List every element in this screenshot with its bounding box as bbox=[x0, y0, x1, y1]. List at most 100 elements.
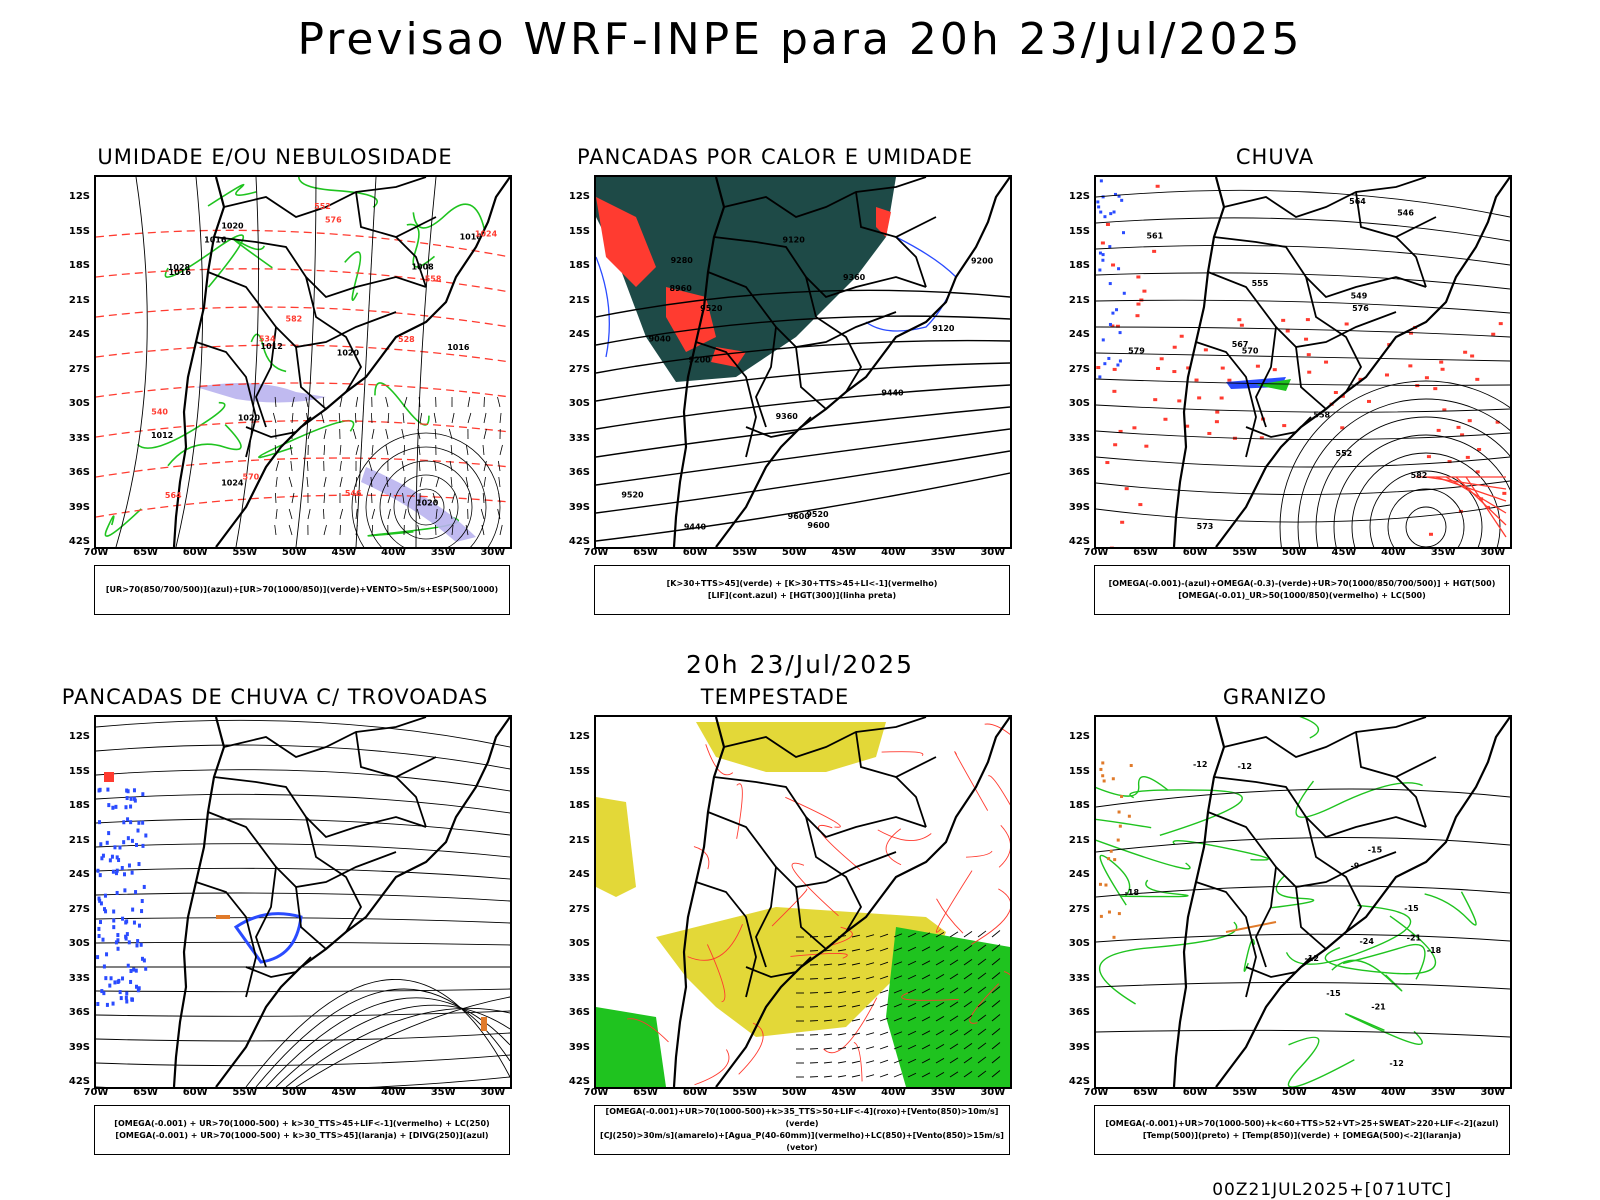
panel-pancadas_calor: PANCADAS POR CALOR E UMIDADE 12S 15S 18S 21S… bbox=[540, 145, 1012, 635]
lon-tick-label: 40W bbox=[1381, 547, 1407, 558]
map-svg bbox=[96, 717, 510, 1087]
contour-label: 561 bbox=[1146, 232, 1163, 241]
legend-line: [OMEGA(-0.01)_UR>50(1000/850)(vermelho) … bbox=[1178, 591, 1426, 600]
lon-tick-label: 45W bbox=[331, 547, 357, 558]
lon-tick-label: 35W bbox=[430, 1087, 456, 1098]
map-svg: 9600960095209520944095209360944093609280… bbox=[596, 177, 1010, 547]
lon-tick-label: 70W bbox=[83, 547, 109, 558]
lat-tick-label: 30S bbox=[1068, 398, 1090, 409]
lon-tick-label: 35W bbox=[1430, 1087, 1456, 1098]
lon-tick-label: 50W bbox=[781, 1087, 807, 1098]
lon-tick-label: 30W bbox=[1480, 547, 1506, 558]
contour-label: -18 bbox=[1125, 888, 1140, 897]
contour-label: 1024 bbox=[221, 478, 244, 487]
lat-tick-label: 36S bbox=[1068, 467, 1090, 478]
lat-tick-label: 24S bbox=[1068, 329, 1090, 340]
lon-tick-label: 70W bbox=[583, 1087, 609, 1098]
contour-label: 1016 bbox=[447, 343, 470, 352]
contour-label: 9600 bbox=[788, 512, 811, 521]
lat-tick-label: 30S bbox=[68, 398, 90, 409]
contour-label: 549 bbox=[1351, 292, 1368, 301]
contour-label: 576 bbox=[1352, 304, 1369, 313]
lon-tick-label: 55W bbox=[232, 1087, 258, 1098]
contour-label: 579 bbox=[1128, 346, 1145, 355]
contour-label: 540 bbox=[151, 408, 168, 417]
lat-tick-label: 42S bbox=[1068, 536, 1090, 547]
contour-label: 9360 bbox=[843, 273, 866, 282]
lat-tick-label: 36S bbox=[568, 467, 590, 478]
contour-label: 546 bbox=[345, 489, 362, 498]
contour-label: 534 bbox=[259, 334, 276, 343]
lat-tick-label: 39S bbox=[68, 1041, 90, 1053]
contour-label: 528 bbox=[398, 335, 415, 344]
panel-umidade: UMIDADE E/OU NEBULOSIDADE 12S 15S 18S 21S 24S… bbox=[40, 145, 512, 635]
lon-tick-label: 30W bbox=[480, 547, 506, 558]
contour-label: 582 bbox=[1411, 471, 1428, 480]
lat-tick-label: 12S bbox=[68, 731, 90, 742]
lat-tick-label: 33S bbox=[68, 432, 90, 444]
lon-tick-label: 40W bbox=[1381, 1087, 1407, 1098]
lon-tick-label: 65W bbox=[633, 1087, 659, 1098]
lat-tick-label: 12S bbox=[1068, 731, 1090, 742]
lat-tick-label: 42S bbox=[68, 1076, 90, 1087]
contour-label: 8960 bbox=[670, 284, 693, 293]
contour-label: 9120 bbox=[932, 324, 955, 333]
panel-title: TEMPESTADE bbox=[700, 685, 850, 709]
contour-label: 567 bbox=[1232, 340, 1249, 349]
lat-tick-label: 24S bbox=[568, 869, 590, 880]
lat-tick-label: 33S bbox=[68, 972, 90, 984]
lat-tick-label: 18S bbox=[568, 260, 590, 271]
lon-tick-label: 65W bbox=[633, 547, 659, 558]
lon-tick-label: 55W bbox=[732, 1087, 758, 1098]
lon-tick-label: 50W bbox=[781, 547, 807, 558]
lat-tick-label: 42S bbox=[568, 536, 590, 547]
legend-line: [OMEGA(-0.001) + UR>70(1000-500) + k>30_… bbox=[115, 1131, 489, 1140]
contour-label: 9600 bbox=[807, 521, 830, 530]
lon-tick-label: 65W bbox=[1133, 547, 1159, 558]
lon-tick-label: 30W bbox=[480, 1087, 506, 1098]
mid-title: 20h 23/Jul/2025 bbox=[685, 650, 915, 679]
legend-line: [CJ(250)>30m/s](amarelo)+[Agua_P(40-60mm… bbox=[600, 1131, 1004, 1152]
lon-tick-label: 60W bbox=[1182, 547, 1208, 558]
lon-tick-label: 55W bbox=[232, 547, 258, 558]
contour-label: 570 bbox=[243, 473, 260, 482]
panel-granizo: GRANIZO 12S 15S 18S 21S 24S 27S 30S 33S 36S 39S 42S… bbox=[1040, 685, 1512, 1175]
lat-tick-label: 33S bbox=[1068, 972, 1090, 984]
lon-tick-label: 45W bbox=[831, 1087, 857, 1098]
contour-label: 1024 bbox=[475, 229, 498, 238]
map-pancadas_trovoadas bbox=[94, 715, 512, 1089]
map-svg: -9 -12 -12 -12 -12 -15 -15 -15 -18 -18 -21 -24 -21 bbox=[1096, 717, 1510, 1087]
panel-legend: [OMEGA(-0.001)+UR>70(1000-500)+k<60+TTS>… bbox=[1094, 1105, 1510, 1155]
lat-tick-label: 27S bbox=[68, 363, 90, 375]
lon-tick-label: 70W bbox=[583, 547, 609, 558]
contour-label: 9040 bbox=[649, 335, 672, 344]
lon-tick-label: 60W bbox=[182, 547, 208, 558]
contour-label: -12 bbox=[1304, 954, 1318, 963]
panel-tempestade: TEMPESTADE 12S 15S 18S 21S 24S 27S 30S 33S 36S 39S… bbox=[540, 685, 1012, 1175]
lon-tick-label: 50W bbox=[1281, 547, 1307, 558]
lat-tick-label: 15S bbox=[568, 765, 590, 777]
map-svg bbox=[596, 717, 1010, 1087]
lon-tick-label: 35W bbox=[930, 547, 956, 558]
contour-label: 1012 bbox=[151, 431, 173, 440]
lat-tick-label: 27S bbox=[1068, 363, 1090, 375]
contour-label: 9520 bbox=[700, 304, 723, 313]
legend-line: [Temp(500)](preto) + [Temp(850)](verde) … bbox=[1142, 1131, 1462, 1140]
panel-title: PANCADAS DE CHUVA C/ TROVOADAS bbox=[61, 685, 489, 709]
lat-tick-label: 39S bbox=[1068, 501, 1090, 513]
lon-tick-label: 30W bbox=[1480, 1087, 1506, 1098]
contour-label: -21 bbox=[1371, 1003, 1386, 1012]
lon-tick-label: 70W bbox=[83, 1087, 109, 1098]
lon-tick-label: 45W bbox=[1331, 1087, 1357, 1098]
lon-tick-label: 45W bbox=[331, 1087, 357, 1098]
contour-label: 9200 bbox=[688, 356, 711, 365]
lon-tick-label: 70W bbox=[1083, 547, 1109, 558]
contour-label: 552 bbox=[1336, 449, 1353, 458]
lat-tick-label: 15S bbox=[1068, 765, 1090, 777]
contour-label: 1016 bbox=[169, 268, 192, 277]
legend-line: [LIF](cont.azul) + [HGT(300)](linha pret… bbox=[707, 591, 897, 600]
contour-label: 558 bbox=[1313, 411, 1330, 420]
lon-tick-label: 40W bbox=[381, 547, 407, 558]
lon-tick-label: 65W bbox=[1133, 1087, 1159, 1098]
